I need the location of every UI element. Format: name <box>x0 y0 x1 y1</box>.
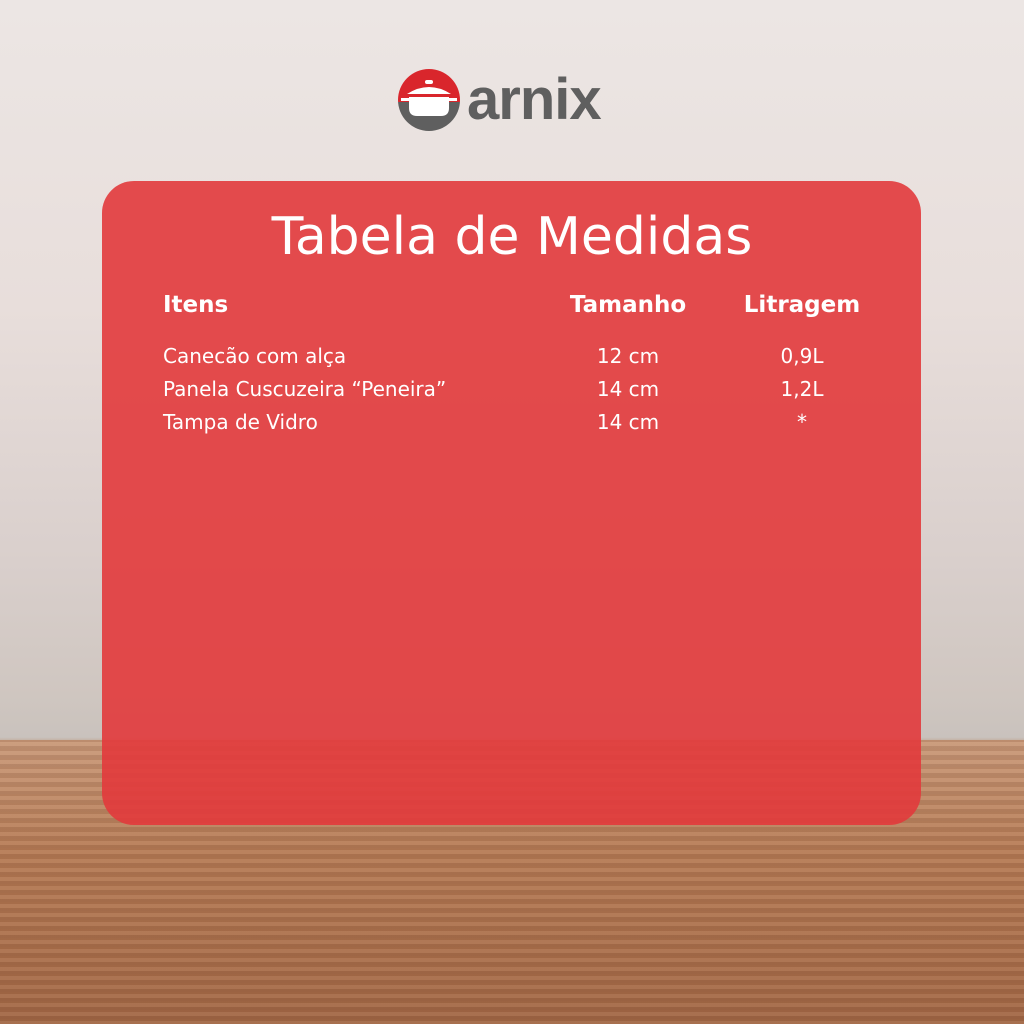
measurements-card <box>102 181 921 825</box>
pot-icon <box>398 69 460 131</box>
row-item: Panela Cuscuzeira “Peneira” <box>163 377 447 401</box>
row-size: 12 cm <box>596 344 660 368</box>
brand-name: arnix <box>467 67 602 132</box>
row-item: Canecão com alça <box>163 344 347 368</box>
row-volume: * <box>797 410 807 434</box>
page-title: Tabela de Medidas <box>271 207 753 267</box>
row-size: 14 cm <box>596 377 660 401</box>
header-size: Tamanho <box>569 292 687 318</box>
row-item: Tampa de Vidro <box>163 410 318 434</box>
arnix-logo: arnix <box>397 67 602 132</box>
header-volume: Litragem <box>743 292 861 318</box>
header-items: Itens <box>163 292 229 318</box>
row-size: 14 cm <box>596 410 660 434</box>
row-volume: 0,9L <box>780 344 824 368</box>
row-volume: 1,2L <box>780 377 824 401</box>
